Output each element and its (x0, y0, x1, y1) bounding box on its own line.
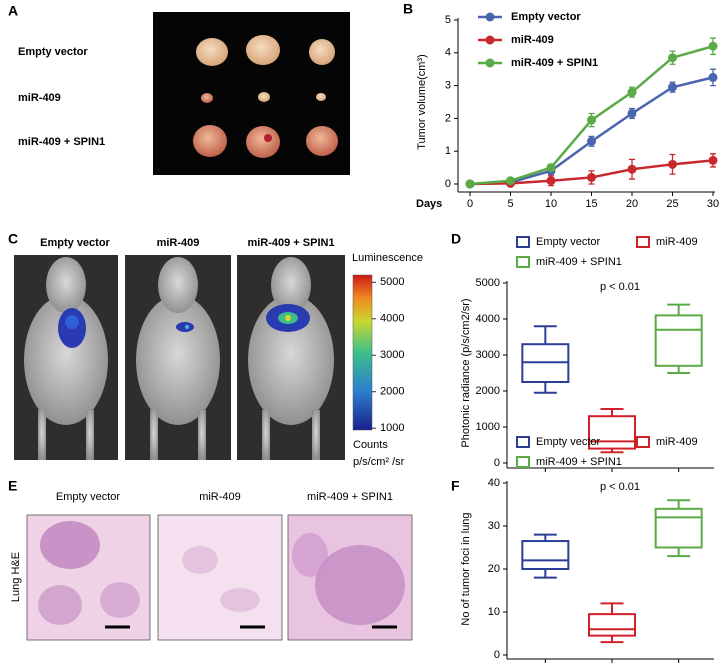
y-tick-label: 30 (488, 520, 500, 532)
point (587, 115, 596, 125)
x-axis-label: Days (416, 198, 442, 210)
box (521, 540, 570, 570)
x-tick-label: 15 (585, 198, 597, 210)
y-tick-label: 5000 (476, 277, 500, 289)
legend-label: miR-409 (656, 436, 698, 448)
y-tick-label: 3000 (476, 349, 500, 361)
colorbar-tick-label: 2000 (380, 386, 404, 398)
legend-label: miR-409 (656, 236, 698, 248)
point (587, 172, 596, 182)
column-label: miR-409 (157, 237, 200, 249)
point (708, 155, 718, 165)
point (506, 176, 515, 186)
legend-label: Empty vector (511, 11, 581, 23)
y-tick-label: 40 (488, 477, 500, 489)
point (668, 159, 677, 169)
legend-swatch (636, 236, 650, 248)
y-axis-label: Photonic radiance (p/s/cm2/sr) (460, 298, 472, 447)
box (588, 613, 636, 637)
point (546, 176, 556, 186)
point (465, 179, 475, 189)
point (668, 82, 677, 92)
x-tick-label: 30 (707, 198, 719, 210)
legend-label: miR-409 + SPIN1 (511, 57, 598, 69)
annotation: p < 0.01 (600, 281, 640, 293)
colorbar-units: Counts (353, 439, 388, 451)
row-label: Empty vector (18, 46, 88, 58)
y-tick-label: 0 (494, 457, 500, 469)
panel-label: A (8, 3, 18, 19)
y-tick-label: 5 (445, 14, 451, 26)
x-tick-label: 20 (626, 198, 638, 210)
row-label: miR-409 (18, 92, 61, 104)
x-tick-label: 10 (545, 198, 557, 210)
panel-label: E (8, 478, 17, 494)
box (588, 415, 636, 450)
y-tick-label: 2000 (476, 385, 500, 397)
x-tick-label: 25 (666, 198, 678, 210)
legend-label: miR-409 + SPIN1 (536, 456, 622, 468)
colorbar-tick-label: 5000 (380, 276, 404, 288)
column-label: miR-409 + SPIN1 (307, 491, 393, 503)
y-tick-label: 2 (445, 112, 451, 124)
point (587, 136, 596, 146)
legend-swatch (516, 236, 530, 248)
point (708, 41, 718, 51)
y-tick-label: 4 (445, 47, 451, 59)
y-tick-label: 0 (494, 649, 500, 661)
legend-swatch (516, 256, 530, 268)
x-tick-label: 0 (467, 198, 473, 210)
x-tick-label: 5 (507, 198, 513, 210)
legend-marker (485, 58, 495, 68)
colorbar-title: Luminescence (352, 252, 423, 264)
y-tick-label: 1 (445, 145, 451, 157)
annotation: p < 0.01 (600, 481, 640, 493)
colorbar-tick-label: 4000 (380, 313, 404, 325)
y-tick-label: 3 (445, 80, 451, 92)
point (627, 87, 637, 97)
legend-label: miR-409 (511, 34, 554, 46)
panel-label: D (451, 231, 461, 247)
colorbar-units: p/s/cm² /sr (353, 456, 405, 468)
y-tick-label: 4000 (476, 313, 500, 325)
legend-swatch (636, 436, 650, 448)
point (708, 72, 718, 82)
legend-label: Empty vector (536, 236, 601, 248)
panel-label: B (403, 1, 413, 17)
point (668, 53, 677, 63)
mouse-images (14, 255, 345, 460)
series-line (469, 76, 714, 186)
legend-marker (485, 12, 495, 22)
column-label: miR-409 (199, 491, 241, 503)
legend-label: miR-409 + SPIN1 (536, 256, 622, 268)
column-label: Empty vector (40, 237, 110, 249)
point (627, 164, 637, 174)
legend-swatch (516, 456, 530, 468)
side-label: Lung H&E (10, 552, 22, 602)
y-tick-label: 1000 (476, 421, 500, 433)
point (627, 108, 637, 118)
panel-label: F (451, 478, 460, 494)
legend-swatch (516, 436, 530, 448)
legend-label: Empty vector (536, 436, 601, 448)
column-label: miR-409 + SPIN1 (247, 237, 334, 249)
legend-marker (485, 35, 495, 45)
colorbar-tick-label: 1000 (380, 422, 404, 434)
column-label: Empty vector (56, 491, 121, 503)
tumor-photo (153, 12, 350, 175)
colorbar (352, 274, 373, 431)
y-tick-label: 0 (445, 178, 451, 190)
point (546, 163, 556, 173)
box (654, 507, 703, 549)
row-label: miR-409 + SPIN1 (18, 136, 105, 148)
y-axis-label: Tumor volume(cm³) (416, 54, 428, 150)
y-tick-label: 10 (488, 606, 500, 618)
y-tick-label: 20 (488, 563, 500, 575)
colorbar-tick-label: 3000 (380, 349, 404, 361)
panel-label: C (8, 231, 18, 247)
y-axis-label: No of tumor foci in lung (460, 512, 472, 625)
histology-images (26, 514, 413, 641)
box (654, 314, 703, 367)
